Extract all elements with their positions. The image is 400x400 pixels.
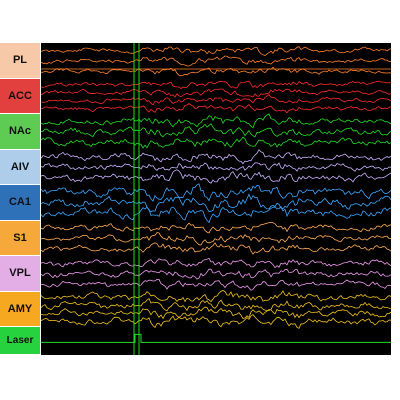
trace-amy-1: [41, 290, 391, 303]
channel-label-pl: PL: [0, 43, 40, 79]
trace-nac-3: [41, 136, 391, 149]
channel-label-aiv: AIV: [0, 149, 40, 185]
plot-background: [41, 43, 391, 355]
trace-ca1-2: [41, 193, 391, 213]
trace-laser: [41, 333, 391, 343]
trace-pl-3: [41, 66, 391, 77]
trace-canvas: [41, 43, 391, 355]
trace-aiv-2: [41, 162, 391, 172]
trace-vpl-3: [41, 278, 391, 291]
channel-label-ca1: CA1: [0, 185, 40, 221]
trace-amy-2: [41, 297, 391, 312]
trace-vpl-1: [41, 257, 391, 269]
channel-label-laser: Laser: [0, 327, 40, 355]
trace-s1-1: [41, 221, 391, 234]
trace-ca1-3: [41, 206, 391, 224]
channel-label-nac: NAc: [0, 114, 40, 150]
trace-aiv-3: [41, 169, 391, 184]
trace-s1-3: [41, 242, 391, 255]
trace-aiv-1: [41, 149, 391, 165]
trace-plot-area: [41, 43, 391, 355]
trace-amy-4: [41, 314, 391, 329]
trace-nac-2: [41, 123, 391, 138]
channel-label-vpl: VPL: [0, 256, 40, 292]
trace-acc-1: [41, 80, 391, 90]
trace-pl-2: [41, 55, 391, 67]
trace-ca1-1: [41, 183, 391, 202]
channel-label-acc: ACC: [0, 78, 40, 114]
trace-acc-4: [41, 103, 391, 114]
trace-acc-2: [41, 88, 391, 98]
trace-s1-2: [41, 232, 391, 246]
trace-amy-3: [41, 306, 391, 320]
trace-vpl-2: [41, 268, 391, 280]
channel-label-amy: AMY: [0, 291, 40, 327]
trace-nac-1: [41, 113, 391, 129]
trace-acc-3: [41, 94, 391, 106]
channel-label-column: PL ACC NAc AIV CA1 S1 VPL AMY Laser: [0, 43, 40, 355]
channel-label-s1: S1: [0, 220, 40, 256]
trace-pl-1: [41, 46, 391, 56]
